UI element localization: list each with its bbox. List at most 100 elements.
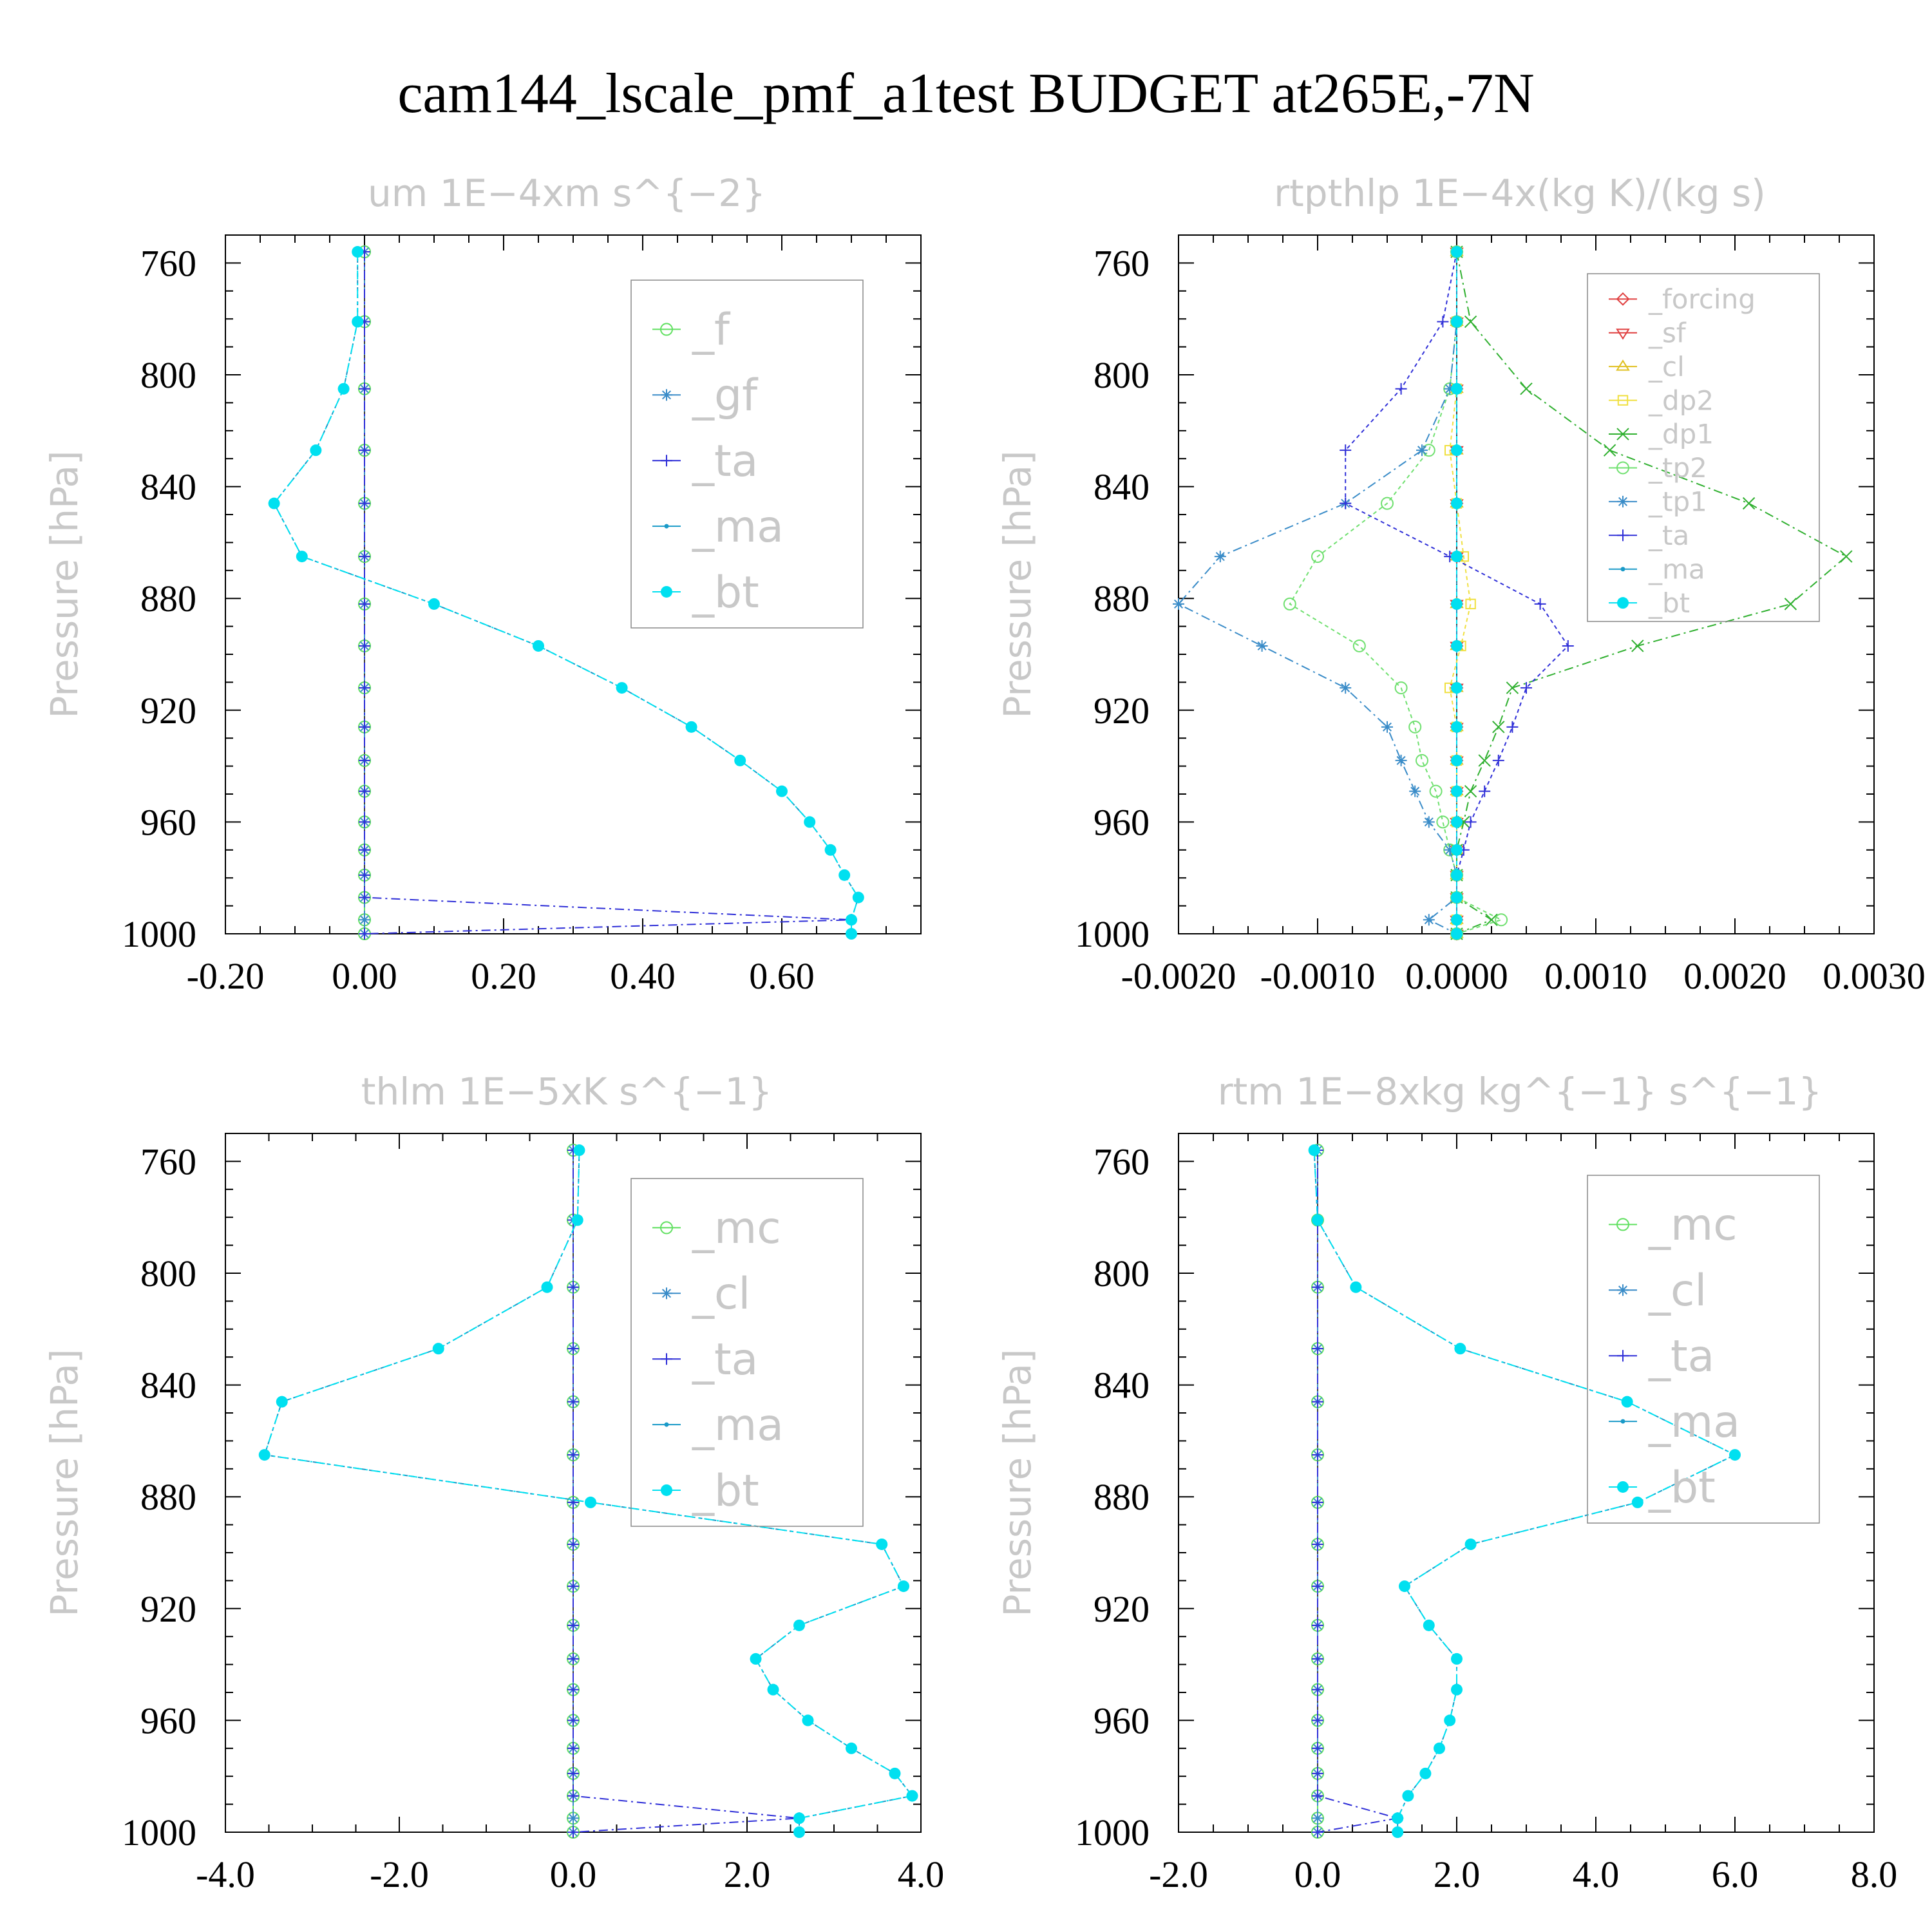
y-tick-label: 840 [140, 1365, 196, 1406]
x-tick-label: 4.0 [1573, 1853, 1620, 1895]
y-axis-label: Pressure [hPa] [996, 450, 1039, 718]
y-tick-label: 800 [140, 354, 196, 396]
data-point [1381, 721, 1393, 733]
data-point [1392, 1812, 1404, 1824]
y-tick-label: 840 [1094, 1365, 1150, 1406]
data-point [1520, 382, 1533, 395]
legend-box [1587, 1175, 1820, 1524]
data-point [802, 1714, 814, 1727]
data-point [804, 816, 816, 828]
data-point [359, 869, 370, 881]
y-tick-label: 960 [1094, 1700, 1150, 1741]
data-point [359, 682, 370, 694]
data-point [337, 383, 350, 395]
x-tick-label: 0.40 [610, 955, 676, 997]
data-point [432, 1343, 444, 1355]
data-point [1312, 1396, 1323, 1408]
data-point [1173, 598, 1184, 610]
legend-label: _cl [692, 1269, 750, 1320]
legend-marker [661, 389, 672, 401]
data-point [567, 1812, 579, 1824]
data-point [1311, 550, 1324, 564]
data-point [359, 844, 370, 856]
legend-label: _ta [692, 436, 758, 487]
data-point [750, 1653, 762, 1665]
y-tick-label: 840 [1094, 466, 1150, 508]
data-point [1451, 785, 1463, 797]
data-point [1399, 1580, 1410, 1593]
series-line [273, 252, 859, 934]
x-tick-label: 6.0 [1712, 1853, 1759, 1895]
legend-label: _forcing [1648, 283, 1756, 315]
series-ta [567, 1144, 805, 1838]
data-point [1451, 383, 1463, 395]
data-point [1340, 497, 1352, 509]
series-line [573, 1150, 800, 1833]
data-point [1451, 444, 1463, 457]
legend-label: _bt [1648, 587, 1690, 619]
data-point [1506, 721, 1519, 733]
data-point [585, 1496, 596, 1508]
y-tick-label: 800 [140, 1253, 196, 1294]
data-point [1312, 1580, 1323, 1593]
data-point [838, 869, 851, 881]
data-point [1451, 844, 1463, 856]
data-point [1742, 497, 1756, 510]
y-tick-label: 960 [140, 1700, 196, 1741]
data-point [1478, 754, 1491, 767]
data-point [567, 1619, 579, 1631]
data-point [1451, 928, 1463, 940]
y-tick-label: 880 [140, 1476, 196, 1518]
data-point [1402, 1790, 1414, 1802]
data-point [567, 1653, 579, 1665]
legend-label: _bt [1648, 1463, 1716, 1513]
y-tick-label: 880 [140, 578, 196, 620]
series-bt [1451, 246, 1463, 940]
data-point [1444, 383, 1456, 395]
data-point [1408, 720, 1422, 734]
data-point [1492, 754, 1504, 766]
legend-box [1587, 273, 1820, 622]
data-point [428, 598, 440, 610]
data-point [567, 1714, 579, 1727]
legend-label: _cl [1648, 351, 1685, 383]
plot-frame [1178, 1133, 1875, 1833]
data-point [767, 1683, 779, 1696]
legend-marker [664, 524, 669, 529]
legend-label: _ta [1648, 1331, 1714, 1382]
panel-title: rtpthlp 1E−4x(kg K)/(kg s) [1274, 171, 1766, 215]
x-tick-label: 0.0020 [1683, 955, 1786, 997]
data-point [1451, 721, 1463, 733]
data-point [1784, 598, 1797, 611]
data-point [1562, 639, 1574, 652]
legend-label: _dp2 [1648, 384, 1714, 416]
legend-label: _ta [692, 1334, 758, 1385]
data-point [567, 1742, 579, 1754]
data-point [567, 1343, 579, 1355]
legend-marker [1617, 1481, 1629, 1493]
data-point [567, 1790, 579, 1802]
data-point [824, 844, 837, 856]
series-line [263, 1150, 914, 1832]
data-point [359, 721, 370, 733]
panel-title: thlm 1E−5xK s^{−1} [361, 1070, 773, 1113]
data-point [1350, 1281, 1362, 1293]
data-point [1416, 444, 1428, 457]
series-tp2 [1283, 245, 1508, 940]
y-tick-label: 920 [1094, 1588, 1150, 1630]
data-point [1312, 1742, 1323, 1754]
legend-label: _tp2 [1648, 452, 1707, 484]
data-point [906, 1790, 918, 1802]
series-bt [258, 1144, 918, 1838]
data-point [359, 551, 370, 563]
y-tick-label: 920 [140, 690, 196, 732]
data-point [1492, 721, 1505, 734]
legend-label: _mc [1648, 1200, 1738, 1251]
data-point [571, 1214, 583, 1226]
y-tick-label: 920 [140, 1588, 196, 1630]
data-point [573, 1144, 585, 1157]
y-tick-label: 1000 [122, 913, 196, 955]
legend-marker [660, 323, 673, 336]
data-point [616, 682, 628, 694]
data-point [359, 497, 370, 509]
